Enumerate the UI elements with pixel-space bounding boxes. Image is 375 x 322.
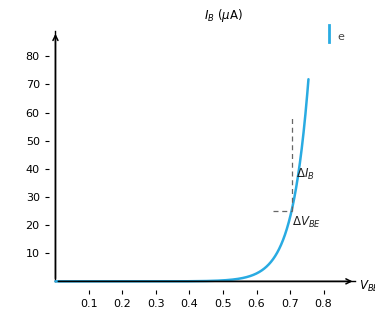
- Text: $\Delta I_B$: $\Delta I_B$: [296, 167, 315, 182]
- Text: e: e: [338, 32, 345, 42]
- Text: $V_{BE}$ (V): $V_{BE}$ (V): [359, 278, 375, 294]
- Text: $I_B$ ($\mu$A): $I_B$ ($\mu$A): [204, 7, 243, 24]
- Text: $\Delta V_{BE}$: $\Delta V_{BE}$: [292, 215, 321, 230]
